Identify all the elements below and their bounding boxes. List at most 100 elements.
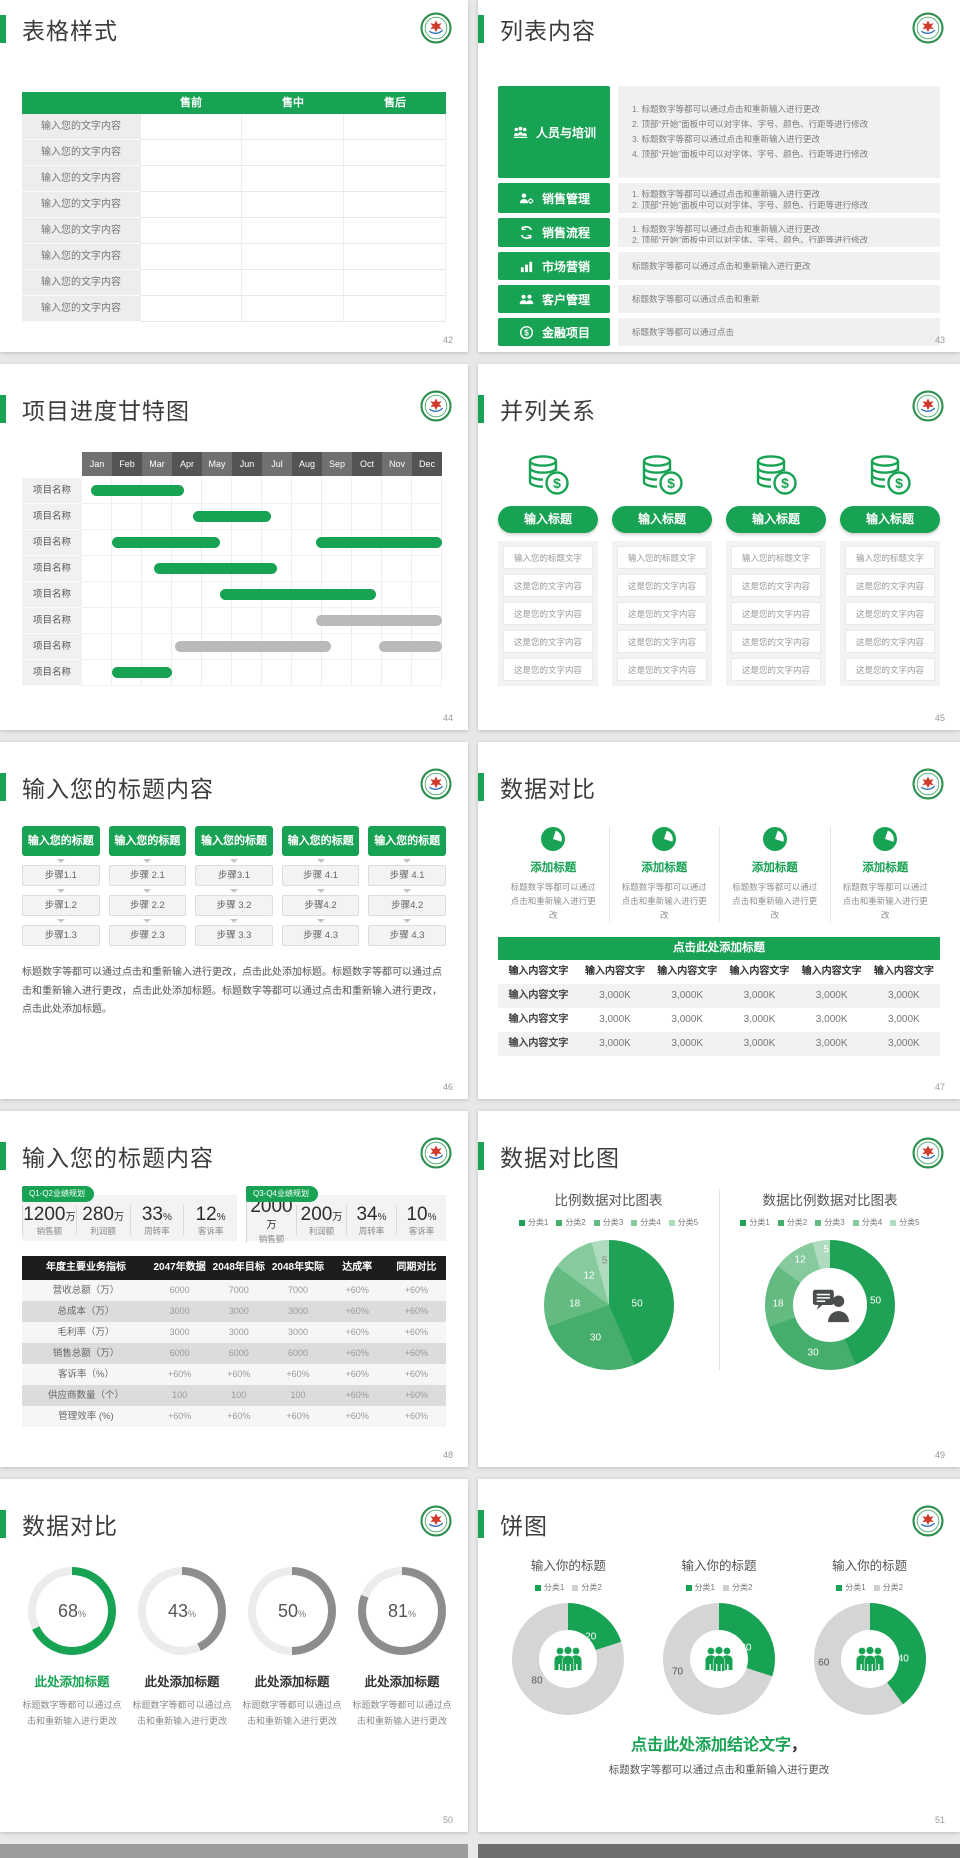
donut-hole — [689, 1630, 748, 1688]
page-number: 45 — [934, 713, 945, 723]
title-button[interactable]: 输入标题 — [498, 506, 598, 533]
feature-title: 添加标题 — [751, 862, 798, 874]
page-title: 并列关系 — [500, 398, 596, 424]
gantt-bar — [91, 485, 184, 496]
column-text-cell: 这是您的文字内容 — [731, 602, 821, 625]
stat-label: 客诉率 — [408, 1225, 435, 1236]
column-text-cell: 这是您的文字内容 — [617, 574, 707, 597]
step-box: 步骤1.1 — [22, 865, 100, 886]
gantt-month-cell: May — [202, 452, 232, 476]
gantt-row-track — [82, 660, 442, 686]
slide-steps[interactable]: 输入您的标题内容 输入您的标题 步骤1.1 步骤1.2 步骤1.3 输入您的标题 步骤 2… — [0, 742, 468, 1099]
kpi-cell: +60% — [345, 1306, 369, 1316]
step-column-header: 输入您的标题 — [281, 826, 360, 856]
table-cell: 输入内容文字 — [508, 1038, 569, 1050]
slide-table-style[interactable]: 表格样式 售前 售中 售后 输入您的文字内容 输入您的文字内容 输入您的文字内容 输入您的文… — [0, 0, 468, 352]
slide-progress-rings[interactable]: 数据对比 68% 此处添加标题 标题数字等都可以通过点击和重新输入进行更改 43% 此处… — [0, 1479, 468, 1832]
coins-icon: $ — [612, 450, 712, 500]
list-item: 客户管理 标题数字等都可以通过点击和重新 — [498, 285, 940, 313]
title-button[interactable]: 输入标题 — [612, 506, 712, 533]
slide-header: 输入您的标题内容 — [0, 742, 468, 804]
table-row: 输入内容文字 3,000K 3,000K 3,000K 3,000K 3,000K — [498, 1008, 940, 1032]
empty-cell — [344, 192, 446, 218]
next-slide-edge — [0, 1844, 468, 1858]
legend-label: 分类1 — [527, 1218, 549, 1227]
school-badge-icon — [420, 12, 452, 44]
slice-value-label: 60 — [818, 1657, 830, 1669]
table-header-row: 输入内容文字 输入内容文字 输入内容文字 输入内容文字 输入内容文字 输入内容文字 — [498, 960, 940, 984]
row-label-cell: 输入您的文字内容 — [22, 296, 140, 322]
table-cell: 3,000K — [888, 1014, 920, 1026]
donut-hole — [539, 1630, 598, 1688]
feature-desc: 标题数字等都可以通过点击和重新输入进行更改 — [510, 882, 596, 921]
gantt-row-label: 项目名称 — [22, 504, 82, 530]
slide-pie-compare[interactable]: 数据对比图 比例数据对比图表 分类1 分类2 分类3 分类4 分类5 50 30 18 12 5 数据… — [478, 1111, 960, 1467]
stat-label: 利润额 — [90, 1225, 116, 1236]
kpi-cell: 供应商数量（个） — [47, 1390, 124, 1401]
stat-group: Q1-Q2业绩规划 1200万 销售额 280万 利润额 33% 周转率 12% 客诉率 — [22, 1186, 237, 1241]
stat-value: 10% — [406, 1203, 437, 1225]
stat-item: 2000万 销售额 — [246, 1196, 296, 1244]
description-line: 2. 顶部“开始”面板中可以对字体、字号、颜色、行距等进行修改 — [632, 200, 869, 209]
slide-header: 数据对比 — [0, 1479, 468, 1541]
gantt-bar — [175, 641, 331, 652]
people-icon — [518, 292, 535, 307]
legend-swatch — [815, 1219, 822, 1226]
slide-list-content[interactable]: 列表内容 人员与培训 1. 标题数字等都可以通过点击和重新输入进行更改 2. 顶部“… — [478, 0, 960, 352]
legend-label: 分类2 — [786, 1218, 808, 1227]
chart-legend: 分类1 分类2 分类3 分类4 分类5 — [720, 1217, 940, 1228]
empty-cell — [140, 192, 242, 218]
donut-chart: 20 80 — [512, 1603, 625, 1715]
gantt-months: Jan Feb Mar Apr May Jun Jul Aug Sep Oct Nov Dec — [82, 452, 442, 478]
column-text-cell: 这是您的文字内容 — [845, 658, 935, 681]
slide-gantt[interactable]: 项目进度甘特图 Jan Feb Mar Apr May Jun Jul Aug Sep Oct No… — [0, 364, 468, 730]
step-box: 步骤 3.3 — [195, 925, 273, 946]
gantt-row: 项目名称 — [22, 582, 446, 608]
kpi-cell: 3000 — [287, 1306, 308, 1316]
gantt-row-label: 项目名称 — [22, 556, 82, 582]
empty-cell — [242, 192, 344, 218]
stat-item: 12% 客诉率 — [183, 1204, 237, 1236]
empty-cell — [242, 114, 344, 140]
parallel-column: $ 输入标题 输入您的标题文字 这是您的文字内容 这是您的文字内容 这是您的文字内容 这是您… — [726, 450, 826, 686]
empty-cell — [242, 270, 344, 296]
title-accent-bar — [0, 773, 6, 801]
donut-chart: 50 30 18 12 5 — [765, 1240, 895, 1370]
slide-data-compare-table[interactable]: 数据对比 添加标题 标题数字等都可以通过点击和重新输入进行更改 添加标题 标题数字等都… — [478, 742, 960, 1099]
conclusion-title: 点击此处添加结论文字 — [630, 1737, 791, 1754]
slide-kpi-table[interactable]: 输入您的标题内容 Q1-Q2业绩规划 1200万 销售额 280万 利润额 33% 周转率 1… — [0, 1111, 468, 1467]
empty-cell — [242, 296, 344, 322]
donut-chart-row: 输入你的标题 分类1 分类2 20 80 输入你的标题 分类1 分类2 30 70 输入你的标题 分类… — [498, 1555, 940, 1715]
gantt-row: 项目名称 — [22, 608, 446, 634]
step-box: 步骤 4.3 — [281, 925, 360, 946]
table-cell: 3,000K — [671, 1038, 704, 1050]
legend-swatch — [631, 1219, 638, 1226]
step-column: 输入您的标题 步骤 2.1 步骤 2.2 步骤 2.3 — [108, 826, 187, 946]
slide-pie-charts[interactable]: 饼图 输入你的标题 分类1 分类2 20 80 输入你的标题 分类1 分类2 30 70 输入你的标… — [478, 1479, 960, 1832]
kpi-row: 毛利率（万） 3000 3000 3000 +60% +60% — [22, 1322, 446, 1343]
stat-item: 200万 利润额 — [296, 1203, 346, 1236]
title-accent-bar — [0, 1510, 6, 1538]
step-column-header: 输入您的标题 — [108, 826, 187, 856]
table-header-row: 售前 售中 售后 — [22, 92, 446, 114]
stat-value: 200万 — [300, 1203, 343, 1225]
stat-label: 利润额 — [308, 1225, 335, 1236]
stat-label: 周转率 — [144, 1225, 170, 1236]
table-cell: 输入内容文字 — [508, 1014, 569, 1026]
title-button[interactable]: 输入标题 — [840, 506, 940, 533]
page-number: 46 — [442, 1082, 453, 1092]
kpi-row: 总成本（万） 3000 3000 3000 +60% +60% — [22, 1301, 446, 1322]
kpi-cell: +60% — [345, 1348, 369, 1358]
slide-parallel-relation[interactable]: 并列关系 $ 输入标题 输入您的标题文字 这是您的文字内容 这是您的文字内容 这是您的文字… — [478, 364, 960, 730]
legend-label: 分类2 — [731, 1583, 753, 1592]
empty-cell — [140, 296, 242, 322]
gantt-bar — [316, 537, 442, 548]
title-button[interactable]: 输入标题 — [726, 506, 826, 533]
progress-title: 此处添加标题 — [34, 1675, 110, 1689]
legend-item: 分类1 — [836, 1582, 866, 1593]
stat-group-tag: Q3-Q4业绩规划 — [246, 1186, 319, 1202]
slide-header: 列表内容 — [478, 0, 960, 46]
conclusion-block: 点击此处添加结论文字， 标题数字等都可以通过点击和重新输入进行更改 — [478, 1731, 960, 1777]
gantt-month-cell: Dec — [412, 452, 442, 476]
connector-arrow-icon — [403, 889, 412, 893]
